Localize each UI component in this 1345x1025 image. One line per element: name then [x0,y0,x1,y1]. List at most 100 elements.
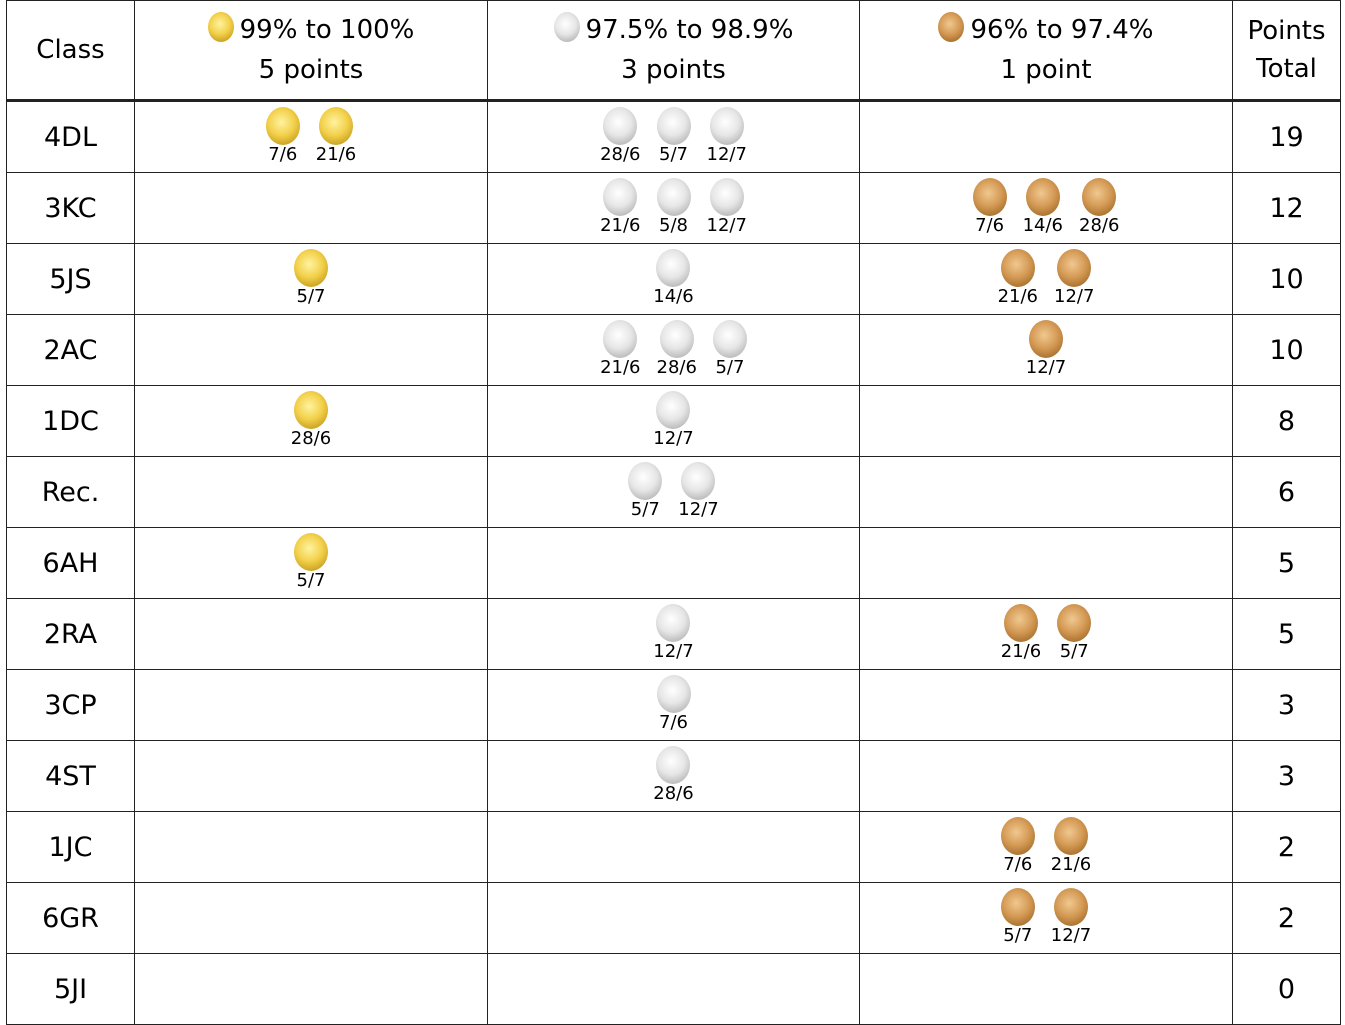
gold-medal [318,107,353,145]
silver-medal [603,178,638,216]
silver-cell: 21/6 28/6 5/7 [487,314,860,386]
bronze-award: 21/6 [1001,604,1041,662]
table-row: 5JS 5/7 14/6 21/6 12/7 10 [6,243,1341,315]
award-date: 5/7 [630,499,660,520]
bronze-medal [1000,817,1035,855]
silver-icon [553,12,580,42]
gold-medal [265,107,300,145]
total-cell: 10 [1232,243,1341,315]
bronze-medal [1053,888,1088,926]
total-cell: 0 [1232,953,1341,1025]
total-cell: 10 [1232,314,1341,386]
award-date: 12/7 [1050,925,1092,946]
bronze-cell [859,385,1233,457]
table-row: 1JC 7/6 21/6 2 [6,811,1341,883]
silver-medal [603,107,638,145]
award-date: 28/6 [656,357,697,378]
gold-medal [294,533,328,571]
silver-medal [659,320,694,358]
gold-award: 28/6 [291,391,331,449]
silver-cell: 7/6 [487,669,860,741]
award-date: 21/6 [600,215,641,236]
bronze-cell [859,669,1233,741]
bronze-points: 1 point [1000,55,1092,85]
bronze-award: 21/6 [998,249,1038,307]
table-row: Rec. 5/7 12/7 6 [6,456,1341,528]
silver-medal [628,462,663,500]
gold-cell: 5/7 [134,527,488,599]
award-date: 28/6 [653,783,694,804]
bronze-award: 28/6 [1079,178,1119,236]
bronze-award: 21/6 [1051,817,1091,875]
award-date: 28/6 [600,144,641,165]
award-date: 14/6 [1022,215,1063,236]
silver-award: 5/7 [712,320,747,378]
bronze-medal [1025,178,1060,216]
silver-cell: 21/6 5/8 12/7 [487,172,860,244]
award-date: 7/6 [975,215,1005,236]
class-cell: 5JS [6,243,135,315]
gold-icon [207,12,234,42]
gold-cell [134,598,488,670]
class-cell: 4DL [6,100,135,173]
bronze-award: 14/6 [1023,178,1063,236]
silver-medal [656,107,691,145]
gold-header: 99% to 100% 5 points [134,0,488,102]
bronze-award: 7/6 [972,178,1007,236]
award-date: 7/6 [268,144,298,165]
silver-award: 14/6 [653,249,694,307]
award-date: 21/6 [315,144,357,165]
gold-cell [134,811,488,883]
gold-cell [134,882,488,954]
bronze-cell [859,740,1233,812]
bronze-medal [1082,178,1117,216]
award-date: 12/7 [653,428,694,449]
total-header: Points Total [1232,0,1341,102]
points-table: Class 99% to 100% 5 points 97.5% to 98.9%… [6,0,1341,1025]
bronze-cell: 7/6 14/6 28/6 [859,172,1233,244]
total-cell: 5 [1232,527,1341,599]
bronze-cell: 12/7 [859,314,1233,386]
class-cell: 6AH [6,527,135,599]
award-date: 12/7 [653,641,694,662]
class-cell: 1DC [6,385,135,457]
gold-cell [134,953,488,1025]
silver-cell: 28/6 5/7 12/7 [487,100,860,173]
total-cell: 8 [1232,385,1341,457]
gold-medal [294,249,328,287]
bronze-cell [859,527,1233,599]
award-date: 21/6 [997,286,1038,307]
table-row: 2AC 21/6 28/6 5/7 12/7 10 [6,314,1341,386]
table-row: 5JI 0 [6,953,1341,1025]
silver-medal [681,462,716,500]
gold-cell: 28/6 [134,385,488,457]
award-date: 5/7 [296,286,326,307]
silver-award: 12/7 [653,391,694,449]
table-row: 4ST 28/6 3 [6,740,1341,812]
total-cell: 3 [1232,669,1341,741]
bronze-award: 12/7 [1026,320,1066,378]
award-date: 12/7 [1025,357,1067,378]
silver-medal [656,249,691,287]
gold-cell [134,740,488,812]
award-date: 7/6 [1003,854,1033,875]
award-date: 5/7 [1059,641,1089,662]
silver-cell: 5/7 12/7 [487,456,860,528]
silver-medal [603,320,638,358]
award-date: 21/6 [600,357,641,378]
table-row: 2RA 12/7 21/6 5/7 5 [6,598,1341,670]
silver-award: 12/7 [678,462,719,520]
bronze-cell [859,953,1233,1025]
silver-award: 28/6 [600,107,641,165]
bronze-medal [1000,888,1035,926]
total-cell: 19 [1232,100,1341,173]
award-date: 12/7 [678,499,719,520]
award-date: 12/7 [1054,286,1095,307]
silver-award: 12/7 [707,178,747,236]
bronze-award: 7/6 [1000,817,1035,875]
silver-cell [487,882,860,954]
silver-header: 97.5% to 98.9% 3 points [487,0,860,102]
class-cell: 2AC [6,314,135,386]
award-date: 28/6 [290,428,332,449]
